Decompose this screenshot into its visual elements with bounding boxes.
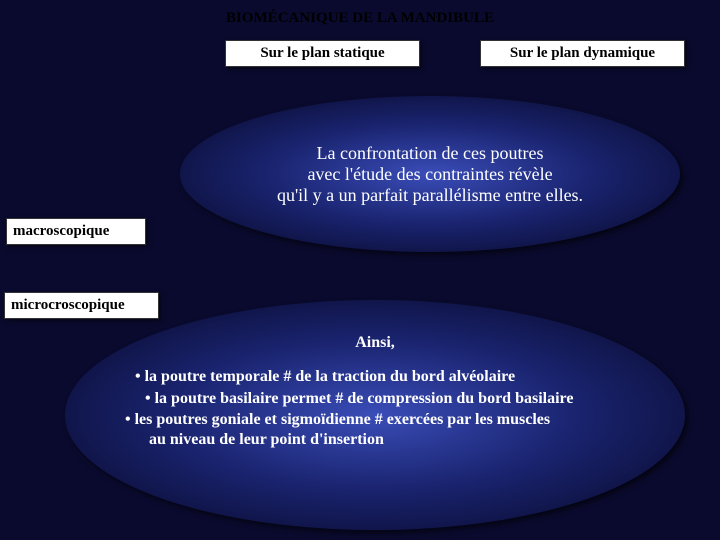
ellipse-confrontation: La confrontation de ces poutres avec l'é… — [180, 96, 680, 252]
ellipse-ainsi: Ainsi, la poutre temporale # de la tract… — [65, 300, 685, 530]
header-dynamic: Sur le plan dynamique — [480, 40, 685, 67]
ellipse1-line1: La confrontation de ces poutres — [317, 143, 544, 163]
ellipse2-lead: Ainsi, — [105, 334, 645, 352]
page-title: BIOMÉCANIQUE DE LA MANDIBULE — [0, 0, 720, 27]
ellipse1-text: La confrontation de ces poutres avec l'é… — [277, 143, 583, 206]
bullet-temporale: la poutre temporale # de la traction du … — [135, 366, 645, 388]
bullet-goniale: les poutres goniale et sigmoïdienne # ex… — [125, 409, 645, 431]
bullet-basilaire: la poutre basilaire permet # de compress… — [145, 388, 645, 410]
side-macroscopique: macroscopique — [6, 218, 146, 245]
ellipse1-line3: qu'il y a un parfait parallélisme entre … — [277, 185, 583, 205]
ellipse1-line2: avec l'étude des contraintes révèle — [307, 164, 552, 184]
bullet-goniale-cont: au niveau de leur point d'insertion — [149, 431, 645, 449]
header-static: Sur le plan statique — [225, 40, 420, 67]
side-microscopique: microcroscopique — [4, 292, 159, 319]
ellipse2-list: la poutre temporale # de la traction du … — [105, 366, 645, 431]
